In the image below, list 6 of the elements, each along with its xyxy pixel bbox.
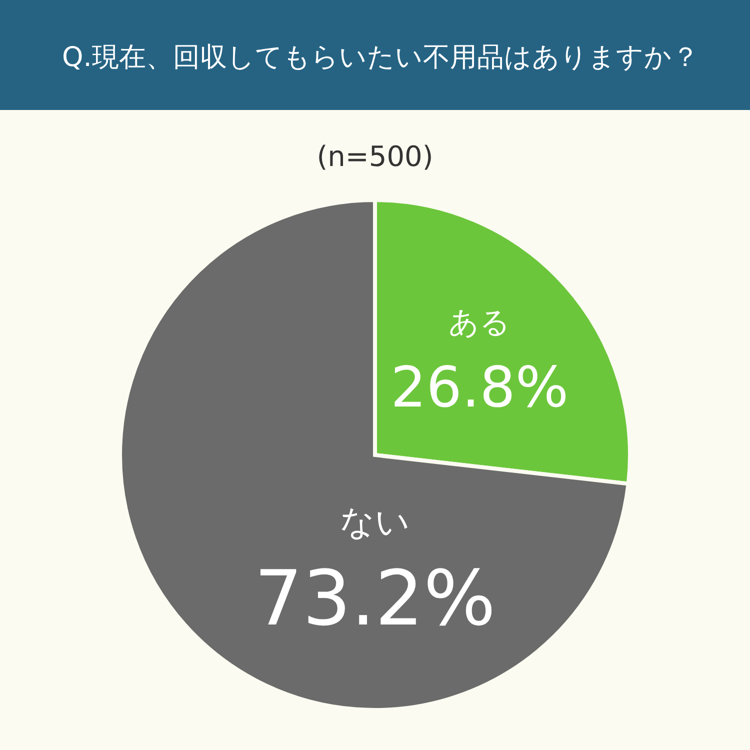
chart-subtitle: (n=500) (316, 140, 434, 173)
data-label: 73.2% (254, 554, 496, 643)
slice-label: ない (340, 502, 410, 543)
slice-label: ある (448, 306, 511, 341)
data-label: 26.8% (390, 356, 569, 421)
chart-title: Q.現在、回収してもらいたい不用品はありますか？ (62, 42, 699, 73)
